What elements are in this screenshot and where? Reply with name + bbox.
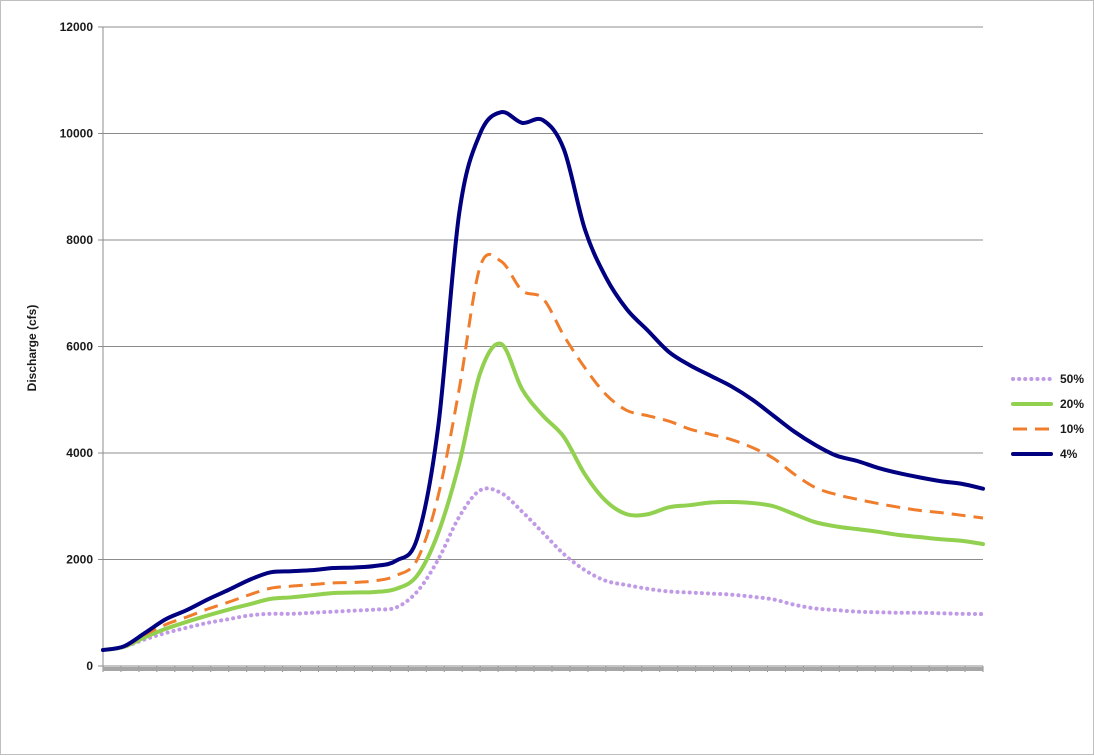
y-tick-label: 6000 <box>66 340 93 354</box>
y-tick-labels: 0 2000 4000 6000 8000 10000 12000 <box>60 20 94 673</box>
legend-label: 20% <box>1060 397 1084 411</box>
x-tick-band <box>103 667 983 671</box>
legend-label: 4% <box>1060 447 1078 461</box>
y-axis-title: Discharge (cfs) <box>25 305 39 392</box>
y-tick-label: 2000 <box>66 553 93 567</box>
series-line-4pct <box>101 110 985 653</box>
y-tick-label: 0 <box>86 659 93 673</box>
legend-label: 10% <box>1060 422 1084 436</box>
series-line-10pct <box>102 252 984 652</box>
y-tick-label: 10000 <box>60 127 94 141</box>
gridlines <box>103 26 983 560</box>
y-tick-label: 8000 <box>66 233 93 247</box>
series-lines <box>101 110 985 653</box>
x-tick-marks <box>102 666 984 672</box>
y-tick-label: 4000 <box>66 446 93 460</box>
series-line-50pct <box>101 486 985 653</box>
y-tick-label: 12000 <box>60 20 94 34</box>
series-line-20pct <box>101 341 985 653</box>
legend: 50% 20% 10% 4% <box>1011 372 1084 461</box>
axes <box>98 26 983 667</box>
legend-label: 50% <box>1060 372 1084 386</box>
